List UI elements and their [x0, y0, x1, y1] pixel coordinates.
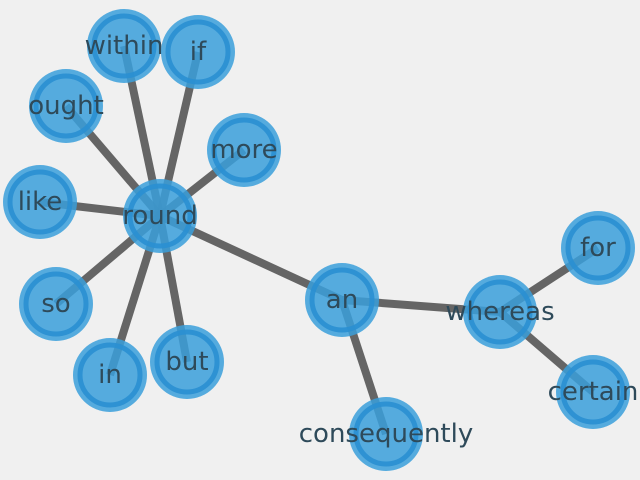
node-circle-within [87, 9, 161, 83]
node-circle-whereas [463, 275, 537, 349]
node-label-if: if [190, 37, 207, 67]
node-circle-so [19, 267, 93, 341]
node-in: in [73, 338, 147, 412]
node-circle-for [561, 211, 635, 285]
node-ring-so [23, 271, 89, 337]
node-so: so [19, 267, 93, 341]
node-circle-round [123, 179, 197, 253]
node-circle-consequently [349, 397, 423, 471]
node-circle-certain [556, 355, 630, 429]
node-within: within [85, 9, 164, 83]
node-label-like: like [18, 187, 63, 217]
node-label-so: so [41, 289, 70, 319]
node-label-an: an [326, 285, 358, 315]
node-label-certain: certain [548, 377, 639, 407]
node-an: an [305, 263, 379, 337]
node-circle-more [207, 113, 281, 187]
node-consequently: consequently [299, 397, 473, 471]
node-ring-consequently [353, 401, 419, 467]
node-whereas: whereas [445, 275, 555, 349]
node-ring-but [154, 329, 220, 395]
node-label-more: more [210, 135, 277, 165]
node-label-for: for [580, 233, 616, 263]
node-but: but [150, 325, 224, 399]
node-ring-round [127, 183, 193, 249]
node-ought: ought [28, 69, 104, 143]
node-ring-like [7, 169, 73, 235]
node-label-in: in [98, 360, 122, 390]
node-ring-if [165, 19, 231, 85]
node-if: if [161, 15, 235, 89]
node-label-but: but [165, 347, 208, 377]
node-like: like [3, 165, 77, 239]
node-ring-within [91, 13, 157, 79]
node-label-within: within [85, 31, 164, 61]
node-ring-for [565, 215, 631, 281]
node-ring-more [211, 117, 277, 183]
node-certain: certain [548, 355, 639, 429]
node-ring-in [77, 342, 143, 408]
node-circle-in [73, 338, 147, 412]
node-more: more [207, 113, 281, 187]
node-circle-ought [29, 69, 103, 143]
node-label-consequently: consequently [299, 419, 473, 449]
node-label-ought: ought [28, 91, 104, 121]
node-label-whereas: whereas [445, 297, 554, 327]
node-circle-if [161, 15, 235, 89]
node-circle-but [150, 325, 224, 399]
node-circle-an [305, 263, 379, 337]
node-ring-ought [33, 73, 99, 139]
node-ring-whereas [467, 279, 533, 345]
node-circle-like [3, 165, 77, 239]
node-ring-an [309, 267, 375, 333]
node-for: for [561, 211, 635, 285]
graph-nodes: within if ought more like round so in but an where… [3, 9, 638, 471]
node-ring-certain [560, 359, 626, 425]
node-label-round: round [122, 201, 198, 231]
node-round: round [122, 179, 198, 253]
